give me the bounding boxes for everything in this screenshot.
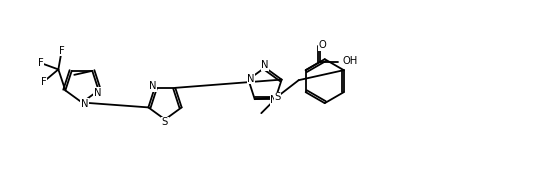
Text: OH: OH: [343, 56, 358, 66]
Text: N: N: [247, 74, 255, 84]
Text: F: F: [38, 58, 43, 68]
Text: N: N: [149, 81, 156, 91]
Text: S: S: [162, 117, 168, 127]
Text: O: O: [319, 40, 327, 50]
Text: F: F: [59, 46, 65, 56]
Text: F: F: [41, 77, 47, 87]
Text: N: N: [94, 88, 102, 98]
Text: N: N: [261, 60, 269, 70]
Text: S: S: [274, 92, 281, 102]
Text: N: N: [270, 95, 278, 105]
Text: N: N: [81, 99, 88, 108]
